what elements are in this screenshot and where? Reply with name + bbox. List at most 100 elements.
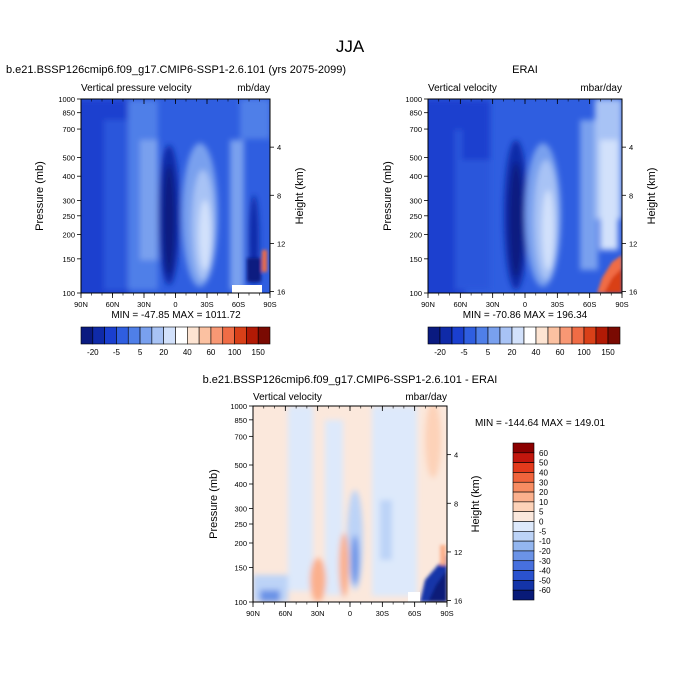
colorbar-label: 100	[228, 348, 242, 357]
colorbar-box	[512, 550, 535, 562]
colorbar-box	[583, 326, 597, 345]
colorbar-box	[512, 491, 535, 503]
colorbar-box	[512, 531, 535, 542]
y-tick-label: 1000	[58, 95, 75, 104]
panel-model-left-label: Vertical pressure velocity	[81, 83, 192, 94]
colorbar-label: 5	[138, 348, 143, 357]
y2-tick-label: 16	[629, 288, 637, 297]
x-tick-label: 60N	[453, 300, 467, 309]
colorbar-label: 60	[206, 348, 215, 357]
y-tick-label: 150	[234, 563, 247, 572]
y-tick-label: 700	[234, 432, 247, 441]
colorbar-label: 100	[577, 348, 591, 357]
colorbar-box	[512, 560, 535, 571]
colorbar-label: 5	[486, 348, 491, 357]
colorbar-label: 150	[252, 348, 266, 357]
panel-erai-ylabel: Pressure (mb)	[382, 161, 394, 231]
panel-diff-stats: MIN = -144.64 MAX = 149.01	[475, 418, 606, 429]
y-tick-label: 700	[62, 125, 75, 134]
panel-diff-right-label: mbar/day	[405, 392, 447, 403]
colorbar-label: -10	[539, 537, 551, 546]
colorbar-box	[571, 326, 585, 345]
colorbar-label: -50	[539, 576, 551, 585]
panel-diff-axes: 100 150 200 250 300 400 500 700 850 1000 90N 60N 30N…	[230, 402, 462, 618]
colorbar-label: -60	[539, 586, 551, 595]
y2-tick-label: 8	[629, 191, 633, 200]
colorbar-box	[535, 326, 549, 345]
colorbar-label: 40	[183, 348, 192, 357]
y-tick-label: 300	[62, 196, 75, 205]
colorbar-box	[163, 326, 176, 345]
x-tick-label: 30S	[376, 609, 389, 618]
colorbar-label: 40	[539, 468, 548, 477]
colorbar-box	[246, 326, 259, 345]
x-tick-label: 30N	[486, 300, 500, 309]
colorbar-label: 30	[539, 478, 548, 487]
panel-model-colorbar: -20 -5 5 20 40 60 100 150	[80, 326, 271, 357]
y-tick-label: 1000	[230, 402, 247, 411]
colorbar-label: -20	[539, 547, 551, 556]
colorbar-box	[222, 326, 235, 345]
x-tick-label: 60N	[106, 300, 120, 309]
panel-model-stats: MIN = -47.85 MAX = 1011.72	[111, 310, 241, 321]
colorbar-label: 60	[556, 348, 565, 357]
colorbar-label: -20	[87, 348, 99, 357]
x-tick-label: 60N	[278, 609, 292, 618]
colorbar-box	[511, 326, 525, 345]
y2-tick-label: 16	[277, 288, 285, 297]
y2-tick-label: 16	[454, 597, 462, 606]
y2-tick-label: 4	[629, 143, 633, 152]
y-tick-label: 100	[234, 598, 247, 607]
colorbar-label: 50	[539, 459, 548, 468]
y-tick-label: 500	[62, 153, 75, 162]
y-tick-label: 250	[409, 212, 422, 221]
colorbar-box	[104, 326, 117, 345]
panel-diff-left-label: Vertical velocity	[253, 392, 322, 403]
x-tick-label: 0	[173, 300, 177, 309]
colorbar-box	[234, 326, 247, 345]
colorbar-box	[175, 326, 188, 345]
colorbar-box	[439, 326, 453, 345]
colorbar-box	[139, 326, 153, 345]
colorbar-box	[80, 326, 94, 345]
y-tick-label: 1000	[405, 95, 422, 104]
y-tick-label: 850	[234, 416, 247, 425]
x-tick-label: 30N	[311, 609, 325, 618]
panel-erai-field	[428, 99, 622, 293]
y-tick-label: 100	[409, 289, 422, 298]
y-tick-label: 250	[62, 212, 75, 221]
x-tick-label: 90S	[615, 300, 628, 309]
y-tick-label: 150	[409, 255, 422, 264]
x-tick-label: 30S	[551, 300, 564, 309]
panel-model-ylabel: Pressure (mb)	[34, 161, 46, 231]
colorbar-label: -30	[539, 557, 551, 566]
y-tick-label: 400	[62, 172, 75, 181]
colorbar-label: 60	[539, 449, 548, 458]
x-tick-label: 90S	[263, 300, 276, 309]
x-tick-label: 0	[348, 609, 352, 618]
panel-erai-title: ERAI	[512, 64, 538, 76]
y-tick-label: 700	[409, 125, 422, 134]
y2-tick-label: 12	[277, 239, 285, 248]
y-tick-label: 150	[62, 255, 75, 264]
colorbar-label: 150	[601, 348, 615, 357]
colorbar-box	[427, 326, 441, 345]
colorbar-box	[512, 521, 535, 532]
colorbar-box	[607, 326, 621, 345]
y-tick-label: 500	[234, 461, 247, 470]
colorbar-box	[127, 326, 141, 345]
colorbar-box	[512, 580, 535, 591]
y-tick-label: 400	[409, 172, 422, 181]
colorbar-box	[463, 326, 477, 345]
colorbar-box	[257, 326, 271, 345]
x-tick-label: 0	[523, 300, 527, 309]
y-tick-label: 200	[234, 539, 247, 548]
colorbar-label: 10	[539, 498, 548, 507]
y-tick-label: 250	[234, 520, 247, 529]
colorbar-box	[487, 326, 501, 345]
panel-model-field	[81, 99, 270, 293]
panel-erai-left-label: Vertical velocity	[428, 83, 497, 94]
y2-tick-label: 8	[277, 191, 281, 200]
colorbar-box	[512, 462, 535, 473]
